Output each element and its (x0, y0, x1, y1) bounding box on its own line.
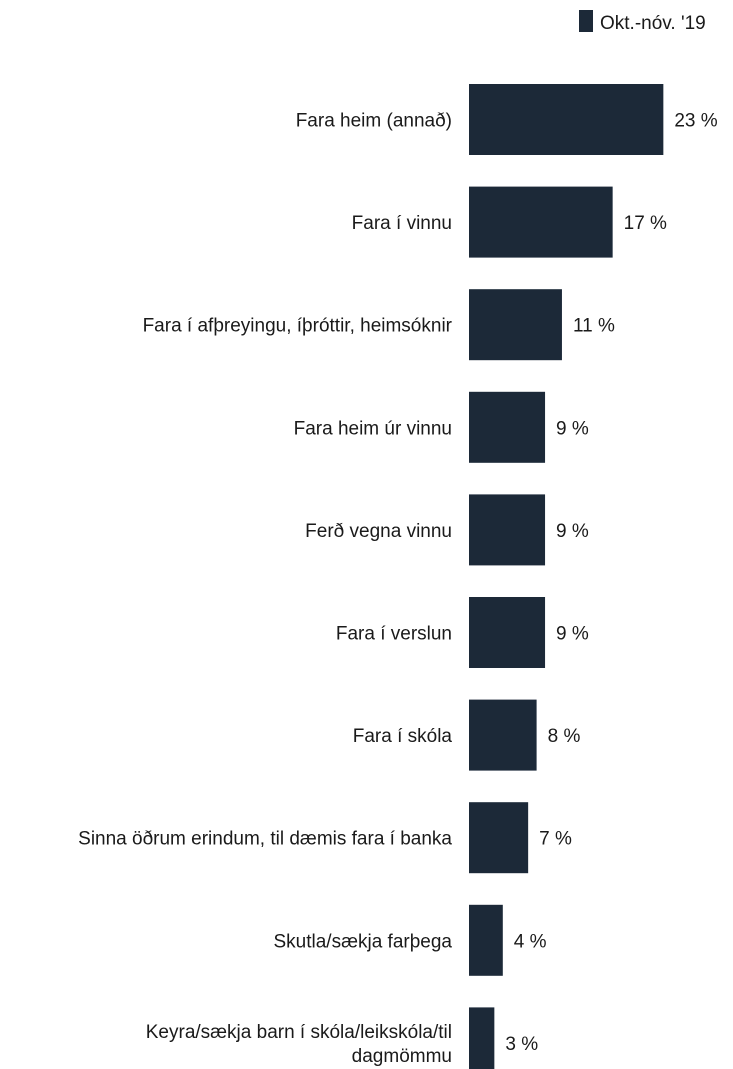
bar (469, 289, 562, 361)
category-label: Sinna öðrum erindum, til dæmis fara í ba… (78, 829, 452, 850)
category-label: Fara í verslun (336, 624, 452, 645)
bar (469, 802, 529, 874)
category-label: Ferð vegna vinnu (305, 521, 452, 542)
data-label: 17 % (624, 213, 667, 234)
data-label: 3 % (505, 1034, 538, 1055)
bar (469, 391, 546, 463)
bar (469, 699, 537, 771)
bar (469, 84, 664, 155)
data-label: 7 % (539, 829, 572, 850)
data-label: 4 % (514, 931, 547, 952)
data-label: 9 % (556, 624, 589, 645)
legend: Okt.-nóv. '19 (579, 10, 706, 34)
category-label: Skutla/sækja farþega (274, 931, 453, 952)
data-label: 8 % (548, 726, 581, 747)
category-label: Fara í vinnu (352, 213, 452, 234)
category-label: Fara í afþreyingu, íþróttir, heimsóknir (143, 316, 453, 337)
category-label: Keyra/sækja barn í skóla/leikskóla/til (146, 1022, 452, 1043)
data-label: 9 % (556, 418, 589, 439)
category-label: Fara heim úr vinnu (294, 418, 452, 439)
bar (469, 494, 546, 566)
legend-swatch (579, 10, 593, 32)
legend-label: Okt.-nóv. '19 (600, 13, 706, 34)
bar (469, 1007, 495, 1069)
bar (469, 904, 503, 976)
data-label: 9 % (556, 521, 589, 542)
data-label: 11 % (573, 316, 615, 337)
bar (469, 597, 546, 668)
bar (469, 186, 613, 258)
category-label: dagmömmu (352, 1046, 452, 1067)
category-label: Fara heim (annað) (296, 111, 452, 132)
data-label: 23 % (674, 111, 717, 132)
plot-area: 23 % Fara heim (annað) 17 % Fara í vinnu 11 … (78, 84, 718, 1069)
category-label: Fara í skóla (353, 726, 453, 747)
